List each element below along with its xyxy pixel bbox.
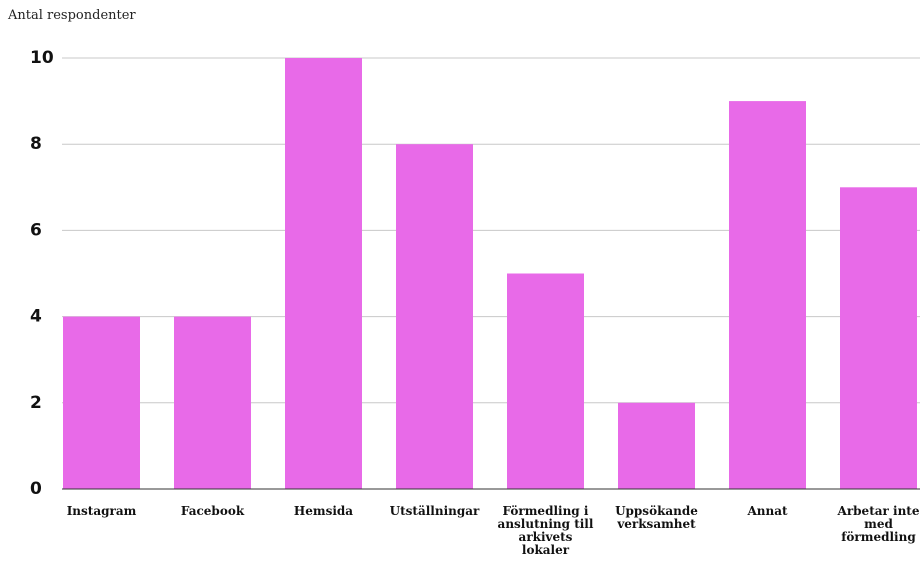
x-tick-label: Förmedling i anslutning till arkivets lokal…: [498, 504, 594, 557]
y-tick-label: 0: [30, 479, 42, 499]
bar: [285, 58, 362, 489]
y-tick-label: 2: [30, 393, 42, 413]
bar: [507, 274, 584, 490]
x-tick-label: Instagram: [67, 504, 137, 518]
bar: [840, 187, 917, 489]
bar: [174, 317, 251, 489]
bar: [396, 144, 473, 489]
y-tick-label: 8: [30, 134, 42, 154]
bar: [63, 317, 140, 489]
y-tick-label: 10: [30, 48, 54, 68]
x-tick-label: Annat: [746, 504, 788, 518]
bar: [618, 403, 695, 489]
x-tick-label: Hemsida: [294, 504, 353, 518]
x-tick-label: Utställningar: [390, 504, 480, 518]
x-tick-label: Uppsökande verksamhet: [615, 504, 698, 531]
bar: [729, 101, 806, 489]
x-tick-label: Arbetar inte med förmedling: [837, 504, 920, 544]
y-tick-label: 6: [30, 220, 42, 240]
x-tick-label: Facebook: [181, 504, 245, 518]
y-tick-label: 4: [30, 307, 42, 327]
